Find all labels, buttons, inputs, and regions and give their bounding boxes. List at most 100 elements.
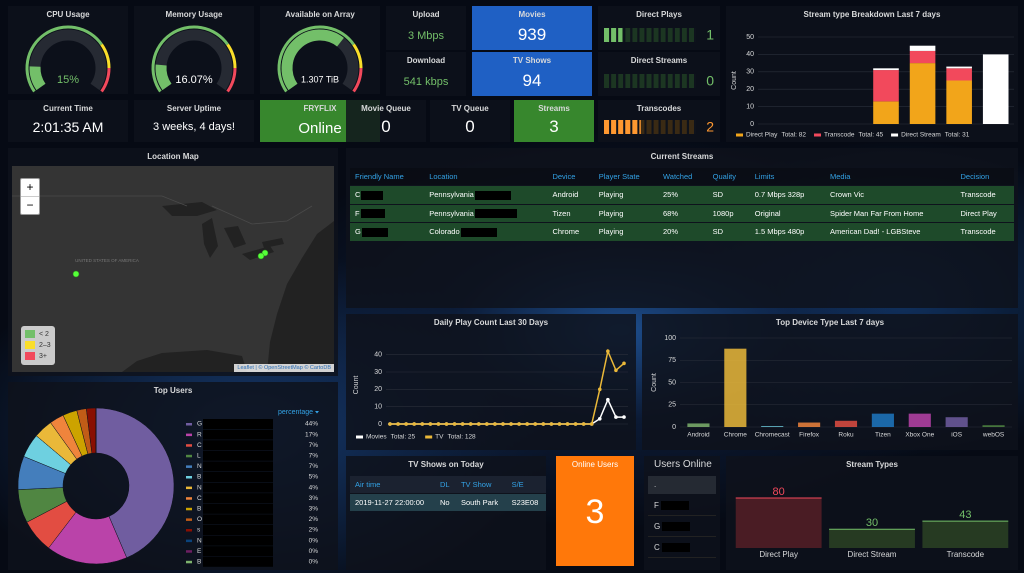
bar-gauge-cell: [632, 74, 638, 88]
legend-row: 2–3: [25, 340, 51, 351]
redaction: [203, 493, 273, 504]
bar-gauge-cell: [667, 120, 673, 134]
legend-swatch: [25, 352, 35, 361]
list-row: G: [648, 518, 716, 537]
bar-gauge-cell: [660, 28, 666, 42]
redaction: [360, 209, 385, 219]
table-cell: Crown Vic: [825, 186, 956, 205]
panel: Movies 939: [472, 6, 592, 50]
y-tick-label: 10: [374, 404, 382, 411]
zoom-control: + −: [20, 178, 40, 215]
bar: [945, 417, 968, 427]
legend-label: Direct Play: [746, 132, 778, 139]
zoom-out[interactable]: −: [26, 198, 34, 212]
gauge-threshold: [352, 43, 363, 69]
panel-title: Current Time: [43, 104, 93, 113]
bar: [982, 425, 1005, 427]
bar-gauge-value: 0: [706, 73, 714, 89]
bar-gauge-gap: [609, 28, 612, 42]
panel-graphic: 2: [604, 119, 714, 135]
panel-title: Download: [406, 56, 446, 65]
x-tick-label: Chromecast: [755, 432, 790, 439]
table-cell: Transcode: [956, 223, 1014, 241]
redaction: [203, 482, 273, 493]
bar-gauge-cell: [646, 28, 652, 42]
line-point: [436, 422, 441, 426]
panel-graphic: 0: [604, 73, 714, 89]
legend-total: Total: 128: [447, 434, 476, 441]
y-tick-label: 30: [374, 369, 382, 376]
redaction: [203, 514, 273, 525]
bar-gauge-cell: [681, 120, 687, 134]
cell-text: C: [355, 190, 361, 199]
column-header: Decision: [956, 168, 1014, 186]
panel: TV Queue 0: [430, 100, 510, 142]
bar-gauge-gap: [616, 74, 619, 88]
line-point: [549, 422, 554, 426]
legend-swatch: [736, 133, 743, 137]
y-axis-label: Count: [731, 71, 738, 90]
y-tick-label: 20: [746, 86, 754, 93]
redaction: [203, 556, 273, 567]
bar-gauge-gap: [658, 28, 661, 42]
redaction: [203, 472, 273, 482]
panel: Online Users 3: [556, 456, 634, 566]
legend-label: R: [197, 431, 202, 438]
bar-segment: [873, 101, 899, 124]
gauge-value: [281, 29, 344, 91]
line-point: [606, 397, 610, 402]
table-cell: 1080p: [708, 204, 750, 223]
cell-text: American Dad! - LGBSteve: [830, 227, 921, 237]
map-label: UNITED STATES OF AMERICA: [75, 258, 139, 263]
bar-gauge-gap: [694, 120, 696, 134]
legend-value: 7%: [309, 442, 319, 449]
legend-label: s: [197, 527, 201, 534]
cell-text: SD: [712, 227, 724, 237]
redaction: [661, 543, 690, 553]
legend-label: N: [197, 484, 202, 491]
legend-value: 2%: [309, 527, 319, 534]
gauge-threshold: [100, 67, 111, 93]
cell-text: 1.5 Mbps 480p: [754, 227, 805, 237]
cell-text: No: [439, 498, 450, 507]
line-point: [597, 417, 602, 421]
bar-segment: [909, 45, 936, 51]
panel: Direct Plays 1: [598, 6, 720, 50]
zoom-in[interactable]: +: [21, 179, 39, 197]
cell-text: Crown Vic: [830, 190, 865, 200]
bar-gauge-gap: [651, 74, 654, 88]
x-tick-label: Roku: [838, 432, 854, 439]
bar: [687, 423, 710, 427]
line-point: [533, 422, 538, 426]
panel: TV Shows 94: [472, 52, 592, 96]
line-point: [622, 415, 626, 419]
legend-label: Direct Stream: [901, 132, 941, 139]
bar-segment: [946, 68, 972, 81]
bar-gauge-cell: [688, 74, 694, 88]
bar-segment: [946, 66, 972, 69]
legend-swatch: [186, 560, 192, 564]
table-row: 2019-11-27 22:00:00 No South Park S23E08: [350, 493, 546, 511]
legend-value: 2%: [309, 516, 319, 523]
cell-text: Tizen: [552, 208, 571, 218]
bar-gauge-gap: [694, 28, 696, 42]
legend-label: B: [197, 506, 201, 513]
x-tick-label: Direct Stream: [848, 550, 897, 559]
column-header: DL: [435, 476, 456, 494]
bar-gauge-cell: [674, 28, 680, 42]
panel-title: Stream Types: [846, 460, 898, 469]
header-row: Friendly Name Location Device Player State W…: [350, 168, 1014, 186]
x-tick-label: webOS: [982, 432, 1005, 439]
x-tick-label: Android: [687, 432, 710, 439]
column-header: Media: [825, 168, 956, 186]
table-cell: 25%: [658, 186, 708, 205]
column-header: Device: [547, 168, 593, 186]
panel-graphic: 0 10 20 30 40 50 Count Direct Play Total: 82 Tran…: [731, 34, 1014, 139]
column-header: Friendly Name: [350, 168, 424, 186]
y-tick-label: 30: [746, 69, 754, 76]
gauge-threshold: [151, 25, 229, 93]
bar-gauge-gap: [630, 120, 633, 134]
bar-gauge-gap: [630, 74, 633, 88]
column-header: Player State: [594, 168, 658, 186]
column-header: S/E: [507, 476, 546, 494]
